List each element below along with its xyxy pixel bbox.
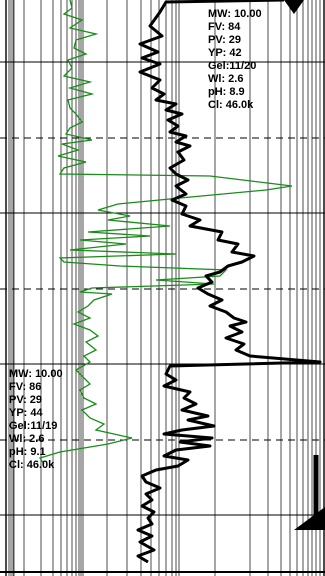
vertical-log-grid <box>5 0 325 576</box>
yield-point-text: YP: 44 <box>9 407 43 419</box>
funnel-viscosity-text: FV: 86 <box>9 381 42 393</box>
funnel-viscosity-text: FV: 84 <box>208 21 241 33</box>
ph-text: pH: 8.9 <box>208 86 245 98</box>
chlorides-text: Cl: 46.0k <box>208 99 254 111</box>
mud-weight-text: MW: 10.00 <box>208 8 262 20</box>
water-loss-text: Wl: 2.6 <box>9 433 45 445</box>
ph-text: pH: 9.1 <box>9 446 46 458</box>
yield-point-text: YP: 42 <box>208 47 242 59</box>
mud-report-upper: MW: 10.00 FV: 84 PV: 29 YP: 42 Gel:11/20… <box>208 8 262 112</box>
gel-strength-text: Gel:11/19 <box>9 420 58 432</box>
water-loss-text: Wl: 2.6 <box>208 73 244 85</box>
mud-weight-text: MW: 10.00 <box>9 368 63 380</box>
horizontal-depth-grid <box>0 61 325 573</box>
lower-marker-triangle <box>294 507 325 530</box>
plastic-viscosity-text: PV: 29 <box>9 394 43 406</box>
mud-report-lower: MW: 10.00 FV: 86 PV: 29 YP: 44 Gel:11/19… <box>9 368 63 472</box>
gel-strength-text: Gel:11/20 <box>208 60 257 72</box>
plastic-viscosity-text: PV: 29 <box>208 34 242 46</box>
resistivity-curve <box>136 0 322 564</box>
top-marker-triangle <box>284 0 304 14</box>
chlorides-text: Cl: 46.0k <box>9 459 55 471</box>
gamma-ray-curve <box>38 0 293 465</box>
